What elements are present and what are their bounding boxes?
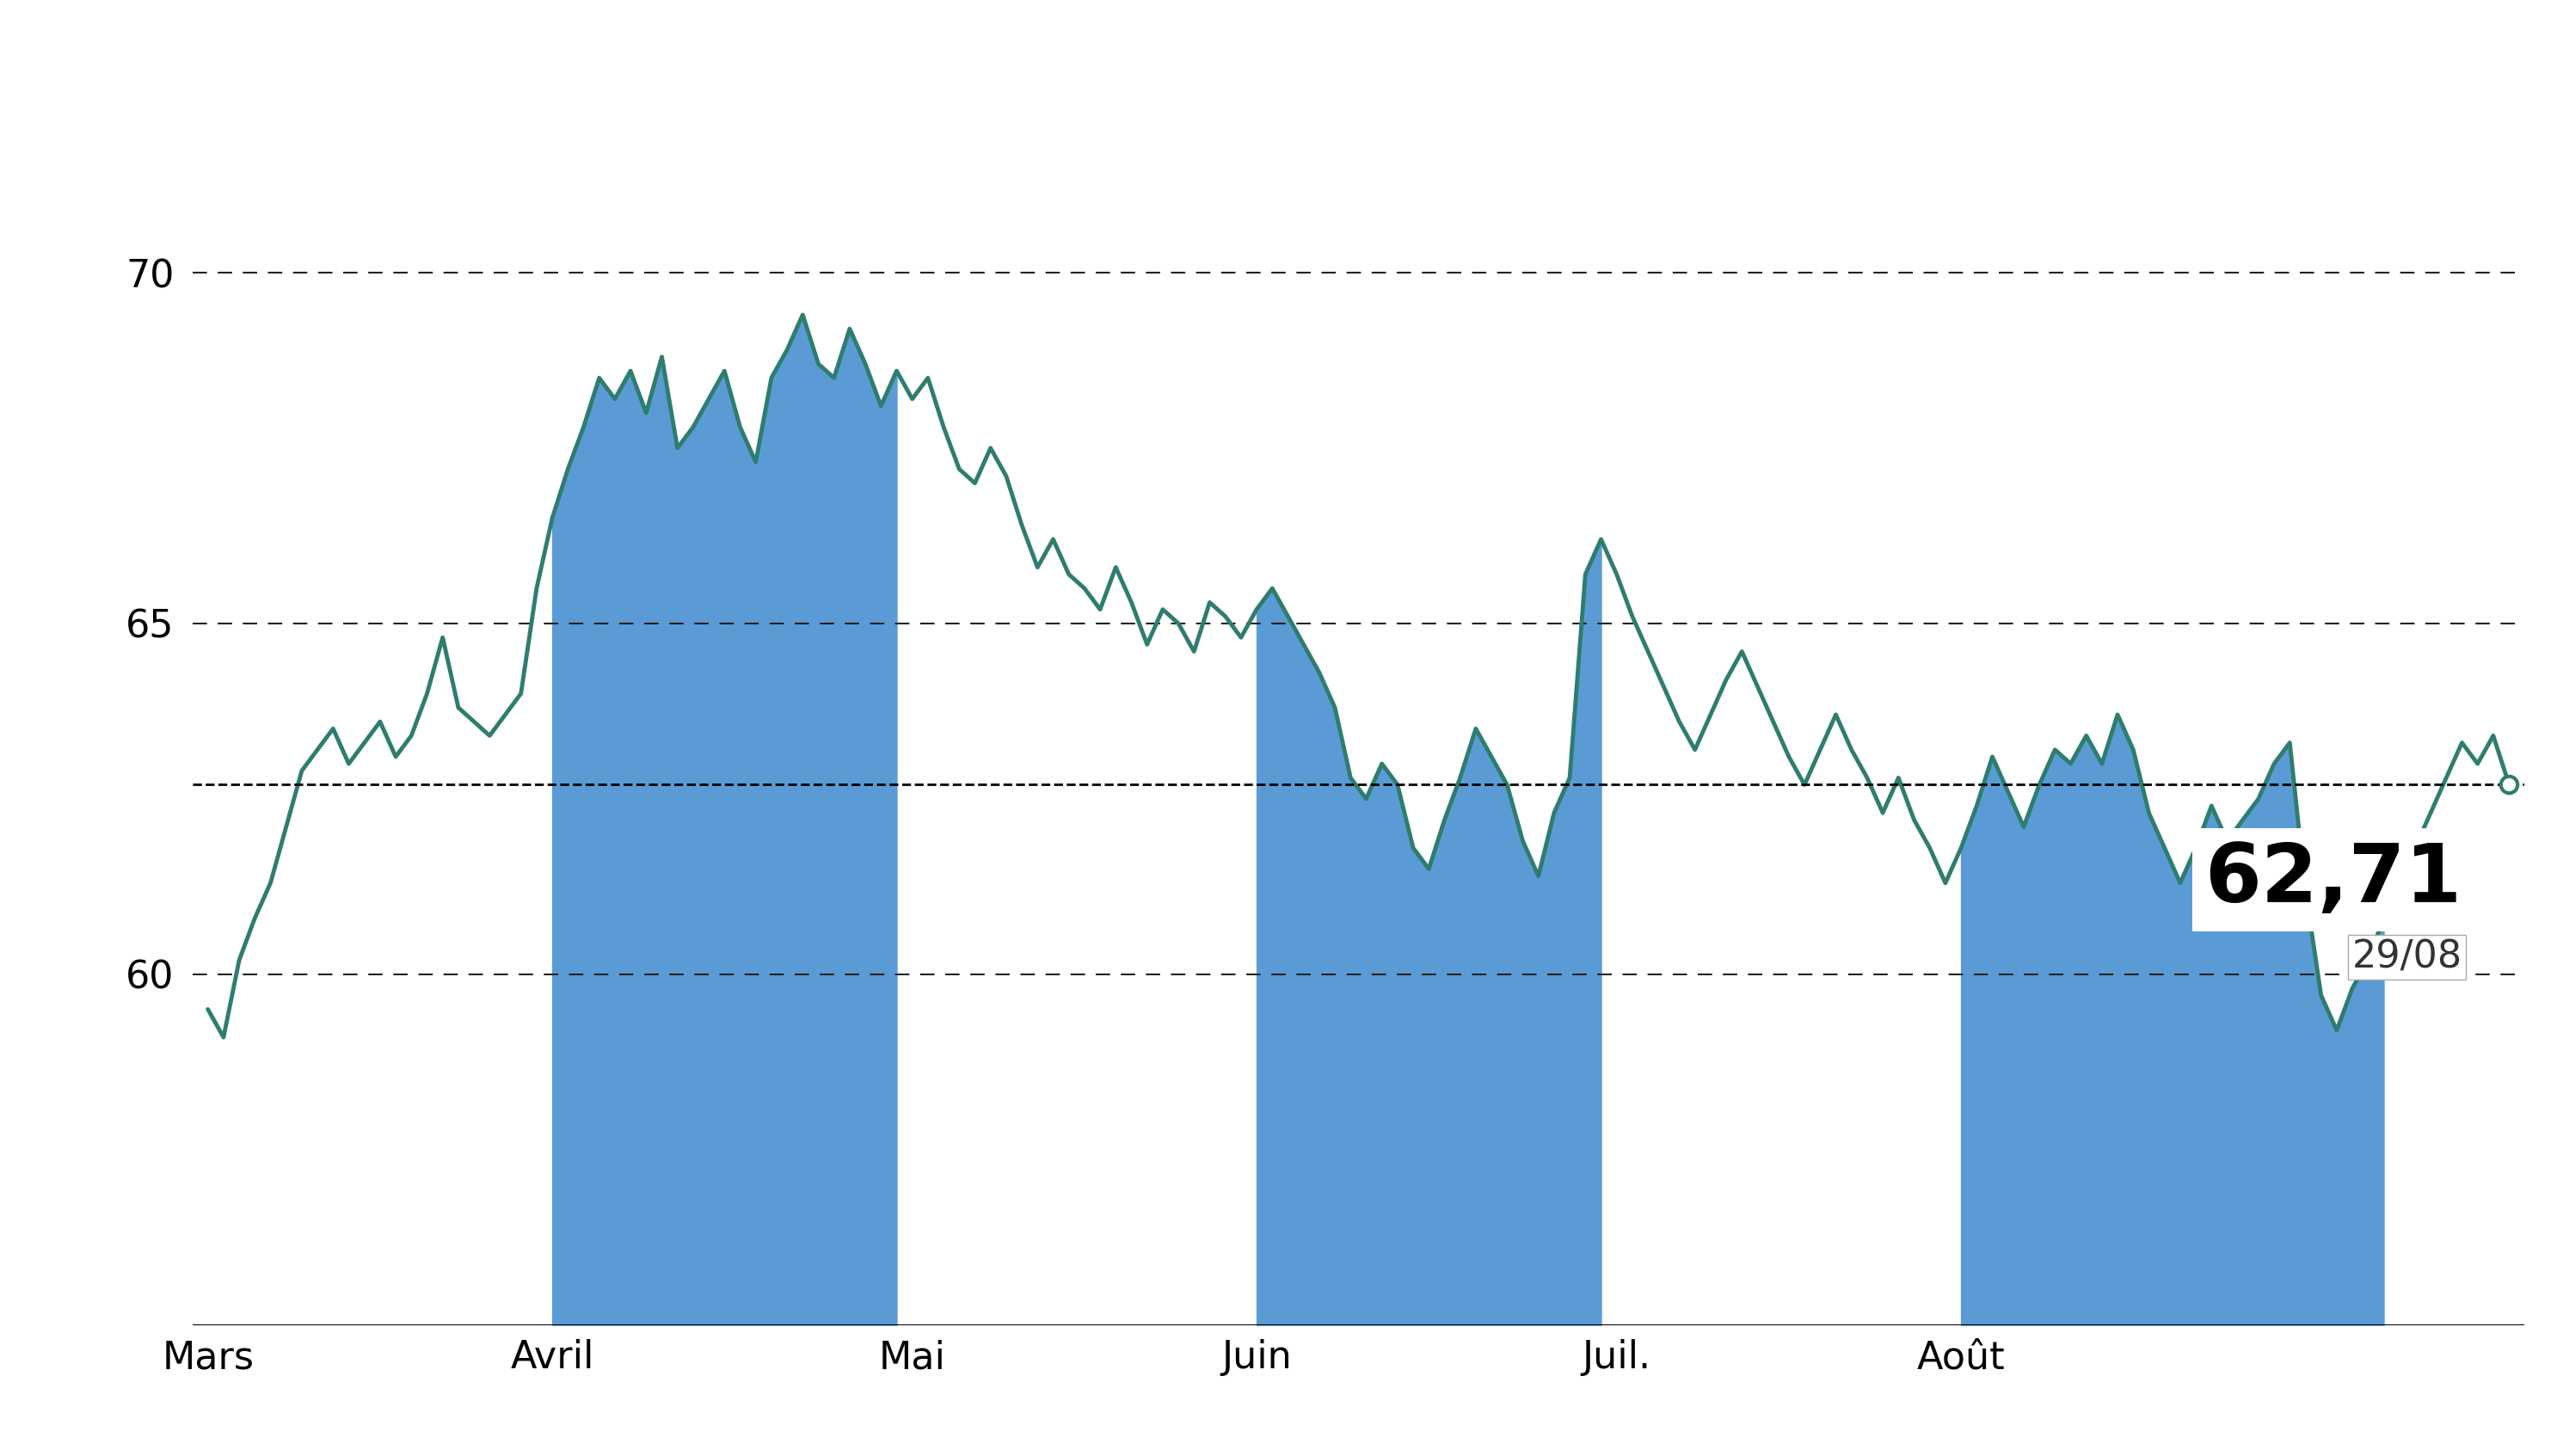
Text: 62,71: 62,71 xyxy=(2204,840,2463,919)
Text: TOTALENERGIES: TOTALENERGIES xyxy=(764,29,1799,138)
Text: 29/08: 29/08 xyxy=(2353,939,2463,976)
